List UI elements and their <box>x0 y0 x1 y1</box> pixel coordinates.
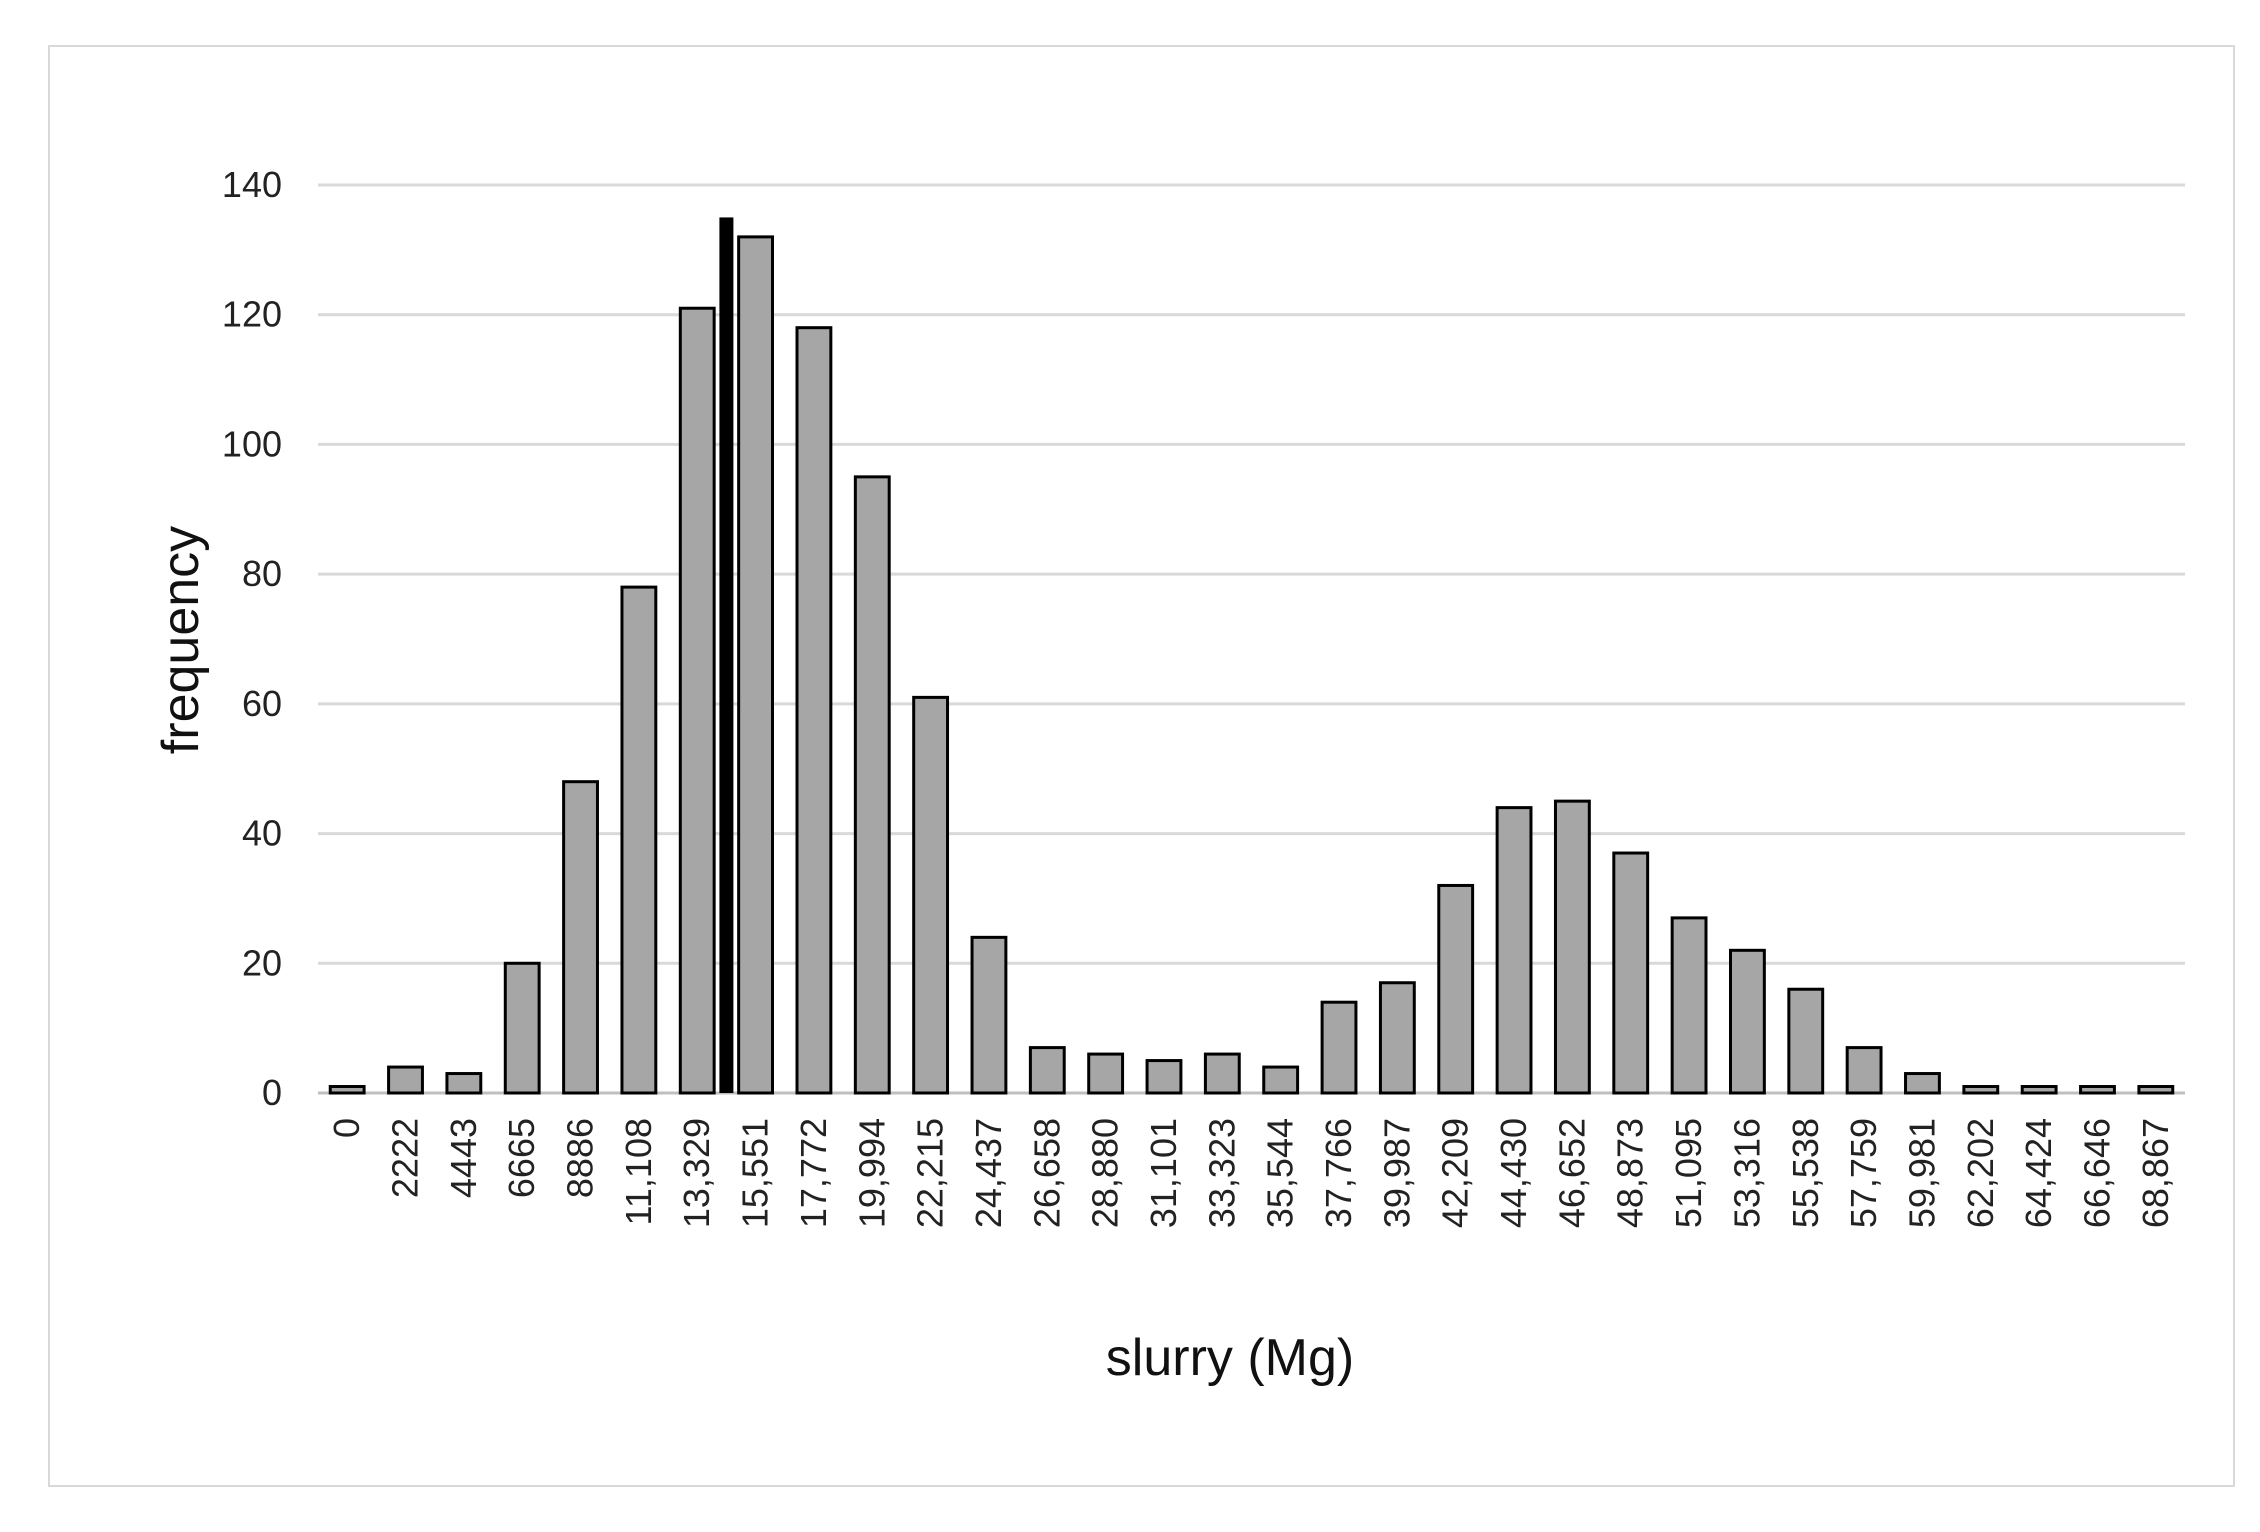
x-tick-label: 51,095 <box>1668 1118 1709 1228</box>
x-tick-label: 2222 <box>385 1118 426 1198</box>
x-tick-label: 53,316 <box>1726 1118 1767 1228</box>
y-tick-label: 20 <box>242 942 282 983</box>
x-tick-label: 44,430 <box>1493 1118 1534 1228</box>
chart-frame <box>48 45 2235 1487</box>
bar <box>912 695 950 1095</box>
x-tick-label: 42,209 <box>1435 1118 1476 1228</box>
bar <box>620 585 658 1095</box>
x-tick-label: 8886 <box>560 1118 601 1198</box>
x-tick-label: 15,551 <box>735 1118 776 1228</box>
bar <box>328 1085 366 1095</box>
x-tick-label: 48,873 <box>1610 1118 1651 1228</box>
bar <box>445 1072 483 1095</box>
x-axis-title: slurry (Mg) <box>1106 1329 1354 1387</box>
bar <box>2137 1085 2175 1095</box>
x-tick-label: 35,544 <box>1260 1118 1301 1228</box>
bar <box>1495 806 1533 1095</box>
bar <box>1962 1085 2000 1095</box>
bar <box>1028 1046 1066 1095</box>
y-tick-label: 100 <box>222 423 282 464</box>
bar <box>503 961 541 1095</box>
bar <box>970 935 1008 1095</box>
x-tick-label: 4443 <box>443 1118 484 1198</box>
bar <box>1787 987 1825 1095</box>
y-tick-label: 140 <box>222 164 282 205</box>
x-tick-label: 0 <box>326 1118 367 1138</box>
bar <box>1845 1046 1883 1095</box>
bar <box>2020 1085 2058 1095</box>
bar <box>1553 799 1591 1095</box>
bar <box>2079 1085 2116 1095</box>
bar <box>737 235 774 1095</box>
x-tick-label: 24,437 <box>968 1118 1009 1228</box>
y-tick-labels: 0 20 40 60 80 100 120 140 <box>222 164 282 1113</box>
marker-bar <box>719 217 734 1093</box>
bar <box>387 1065 424 1095</box>
bars <box>328 235 2175 1095</box>
x-tick-label: 46,652 <box>1551 1118 1592 1228</box>
bar <box>1612 851 1650 1095</box>
x-tick-label: 33,323 <box>1201 1118 1242 1228</box>
x-tick-label: 17,772 <box>793 1118 834 1228</box>
x-tick-label: 64,424 <box>2018 1118 2059 1228</box>
bar <box>1145 1059 1183 1095</box>
x-tick-label: 62,202 <box>1960 1118 2001 1228</box>
bar <box>1904 1072 1941 1095</box>
x-tick-label: 39,987 <box>1376 1118 1417 1228</box>
x-tick-label: 11,108 <box>618 1118 659 1225</box>
x-tick-label: 57,759 <box>1843 1118 1884 1228</box>
bar <box>795 326 833 1095</box>
y-tick-label: 0 <box>262 1072 282 1113</box>
y-axis-title: frequency <box>152 526 210 754</box>
y-tick-label: 60 <box>242 683 282 724</box>
x-tick-label: 31,101 <box>1143 1118 1184 1228</box>
bar <box>562 780 599 1095</box>
y-tick-label: 40 <box>242 813 282 854</box>
x-tick-labels: 0 2222 4443 6665 8886 11,108 13,329 15,551 17,77… <box>326 1118 2176 1228</box>
x-tick-label: 22,215 <box>910 1118 951 1228</box>
y-tick-label: 120 <box>222 294 282 335</box>
x-tick-label: 68,867 <box>2135 1118 2176 1228</box>
bar <box>1087 1052 1125 1095</box>
marker <box>719 217 734 1093</box>
bar <box>678 306 716 1095</box>
x-tick-label: 37,766 <box>1318 1118 1359 1228</box>
x-tick-label: 26,658 <box>1026 1118 1067 1228</box>
x-tick-label: 55,538 <box>1785 1118 1826 1228</box>
bar <box>1670 916 1708 1095</box>
x-tick-label: 6665 <box>501 1118 542 1198</box>
bar <box>1320 1000 1358 1095</box>
bar <box>1729 948 1766 1095</box>
bar <box>1437 883 1475 1095</box>
y-tick-label: 80 <box>242 553 282 594</box>
bar <box>853 475 891 1095</box>
bar <box>1378 981 1416 1095</box>
bar <box>1203 1052 1241 1095</box>
x-tick-label: 19,994 <box>851 1118 892 1228</box>
x-tick-label: 13,329 <box>676 1118 717 1228</box>
x-tick-label: 59,981 <box>1901 1118 1942 1228</box>
x-tick-label: 66,646 <box>2076 1118 2117 1228</box>
x-tick-label: 28,880 <box>1085 1118 1126 1228</box>
bar <box>1262 1065 1300 1095</box>
